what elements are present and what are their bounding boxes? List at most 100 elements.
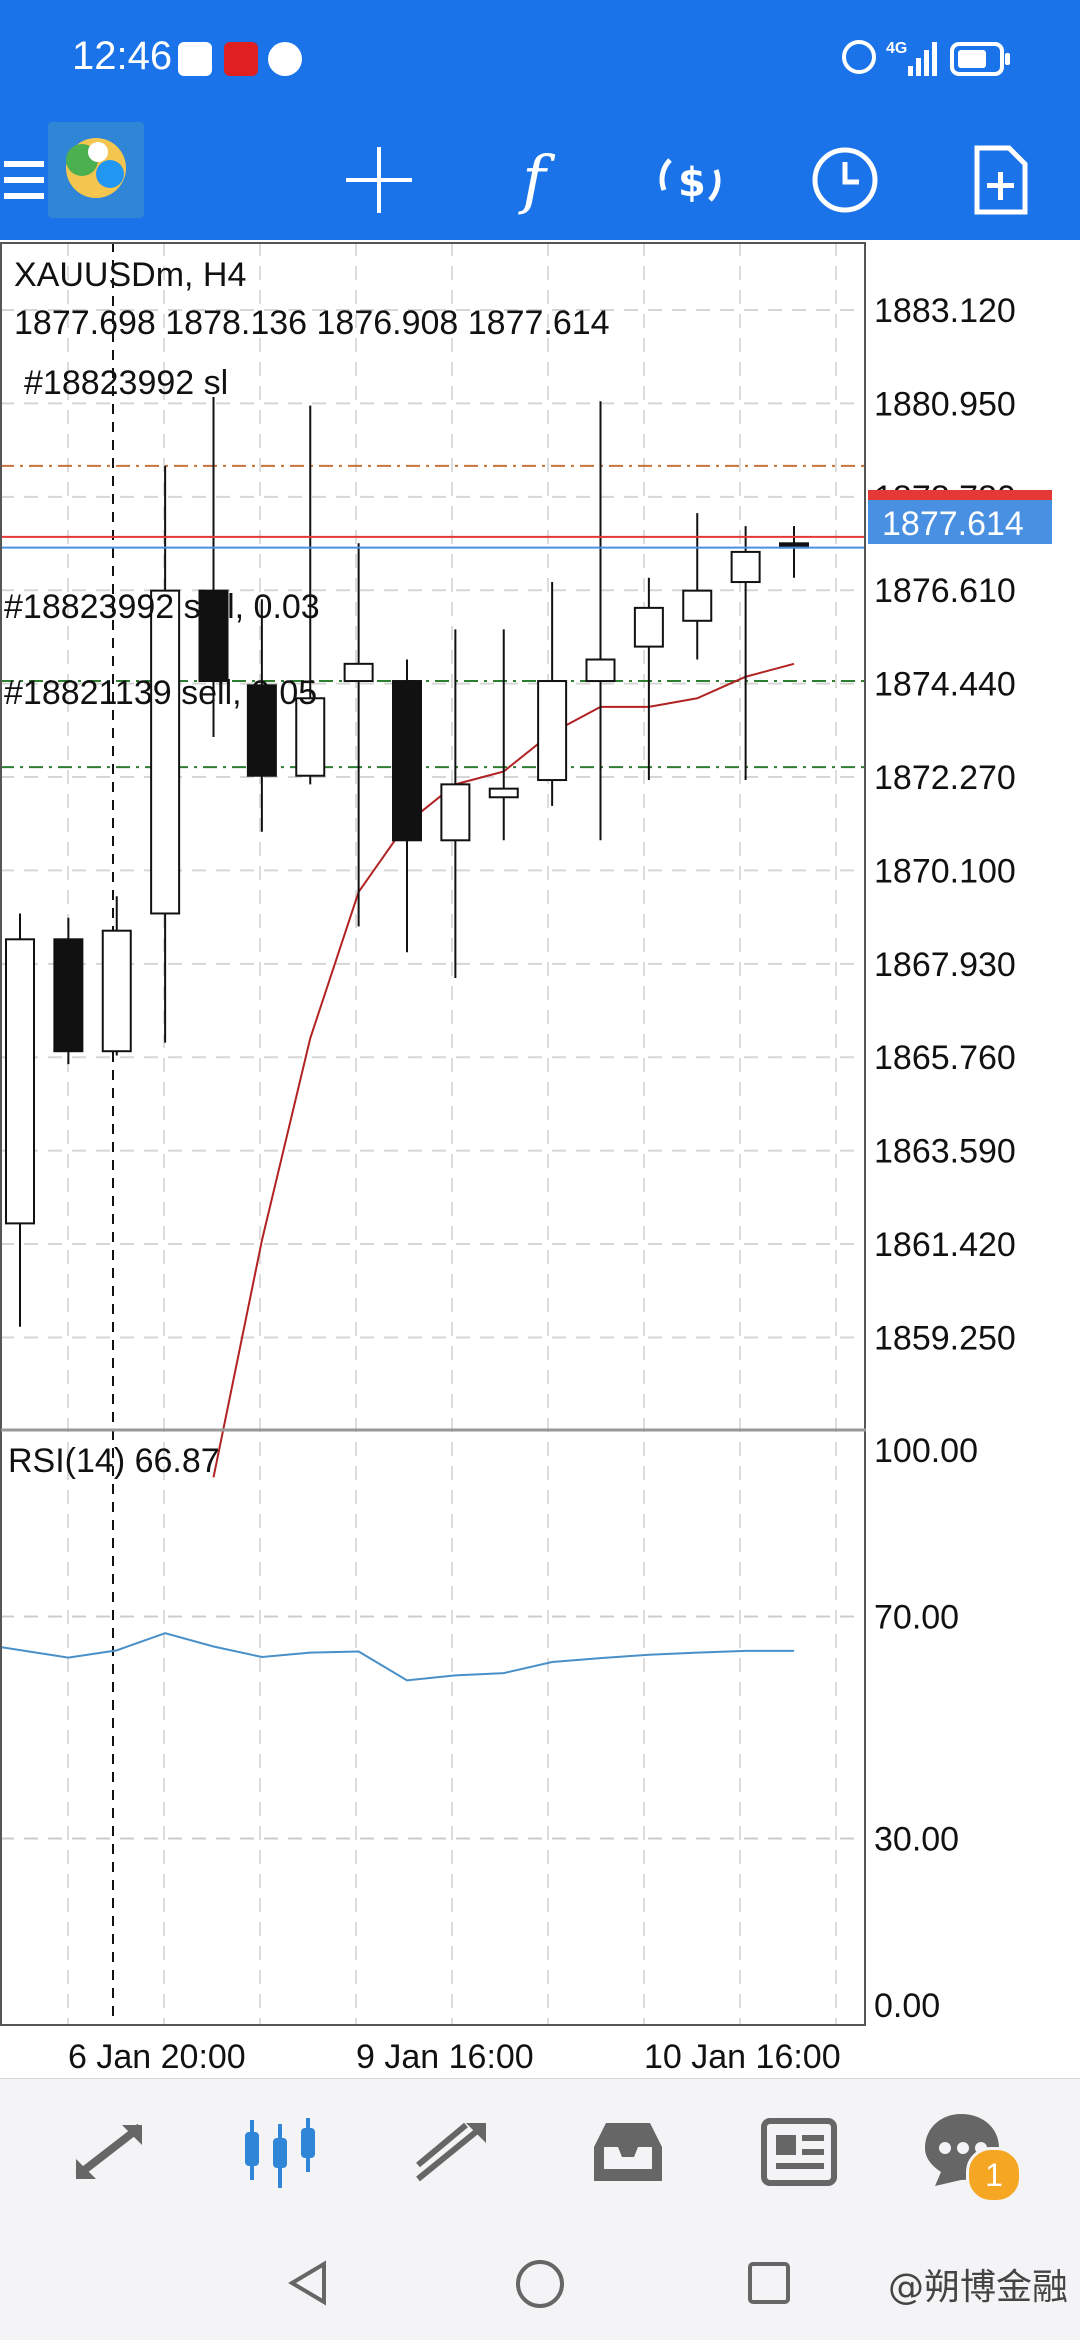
bull-candle-body bbox=[633, 606, 664, 648]
recents-button[interactable] bbox=[746, 2260, 792, 2306]
trade-button[interactable]: $ bbox=[648, 138, 732, 222]
trade-icon: $ bbox=[659, 158, 721, 206]
candle bbox=[101, 896, 132, 1056]
bull-candle-body bbox=[682, 589, 713, 622]
order-label-1: #18823992 sell, 0.03 bbox=[4, 588, 320, 626]
chart-tab[interactable] bbox=[232, 2107, 328, 2197]
rsi-tick-label: 0.00 bbox=[874, 1987, 940, 2025]
status-bar: 12:46 4G bbox=[0, 0, 1080, 120]
chart-toolbar: f $ bbox=[0, 120, 1080, 240]
news-tab[interactable] bbox=[752, 2107, 848, 2197]
rsi-tick-label: 70.00 bbox=[874, 1599, 959, 1637]
bull-candle-body bbox=[440, 783, 471, 842]
rsi-polyline bbox=[0, 1632, 794, 1682]
candle bbox=[150, 465, 181, 1043]
price-tick-label: 1863.590 bbox=[874, 1133, 1016, 1171]
bid-price-tag bbox=[868, 500, 1052, 544]
hamburger-icon bbox=[4, 161, 44, 199]
price-tick-label: 1865.760 bbox=[874, 1039, 1016, 1077]
messages-tab[interactable]: 1 bbox=[918, 2107, 1022, 2203]
candle bbox=[5, 913, 35, 1327]
time-tick-label: 10 Jan 16:00 bbox=[644, 2038, 841, 2076]
candle bbox=[633, 577, 664, 781]
chart-grid bbox=[0, 242, 866, 2025]
alarm-icon bbox=[842, 40, 876, 74]
ohlc-values: 1877.698 1878.136 1876.908 1877.614 bbox=[14, 304, 610, 342]
bull-candle-body bbox=[343, 662, 374, 683]
chart-canvas[interactable]: XAUUSDm, H4 1877.698 1878.136 1876.908 1… bbox=[0, 242, 1080, 2077]
bull-candle-body bbox=[150, 589, 181, 915]
time-tick-label: 6 Jan 20:00 bbox=[68, 2038, 246, 2076]
price-axis: 1883.1201880.9501878.7801876.6101874.440… bbox=[874, 292, 1016, 1357]
bottom-navigation: 1 bbox=[0, 2078, 1080, 2223]
chart-tab-icon bbox=[245, 2118, 315, 2188]
home-icon bbox=[516, 2260, 564, 2308]
svg-text:$: $ bbox=[678, 160, 706, 206]
news-tab-icon bbox=[761, 2118, 837, 2186]
message-app-icon bbox=[178, 42, 212, 76]
candle bbox=[440, 629, 471, 979]
quotes-tab-icon bbox=[75, 2123, 143, 2179]
metatrader-logo-icon bbox=[48, 122, 144, 218]
battery-icon bbox=[950, 42, 1010, 76]
bull-candle-body bbox=[585, 658, 616, 683]
order-label-sl: #18823992 sl bbox=[24, 364, 228, 402]
bear-candle-body bbox=[246, 684, 277, 777]
time-tick-label: 9 Jan 16:00 bbox=[356, 2038, 534, 2076]
messages-badge: 1 bbox=[966, 2147, 1022, 2203]
new-order-icon bbox=[974, 145, 1028, 215]
bull-candle-body bbox=[730, 550, 761, 584]
price-tick-label: 1870.100 bbox=[874, 852, 1016, 890]
trade-tab[interactable] bbox=[404, 2107, 500, 2197]
chart-area[interactable]: XAUUSDm, H4 1877.698 1878.136 1876.908 1… bbox=[0, 242, 1080, 2077]
candles bbox=[5, 396, 809, 1327]
candle bbox=[730, 526, 761, 781]
bull-candle-body bbox=[101, 929, 132, 1053]
rsi-tick-label: 30.00 bbox=[874, 1821, 959, 1859]
quotes-tab[interactable] bbox=[62, 2107, 158, 2197]
candle bbox=[343, 543, 374, 927]
bull-candle-body bbox=[295, 697, 326, 777]
history-tab[interactable] bbox=[580, 2107, 676, 2197]
system-navigation bbox=[0, 2222, 1080, 2340]
rsi-line bbox=[0, 1615, 866, 1840]
watermark-text: @朔博金融 bbox=[887, 2267, 1068, 2308]
time-axis: 6 Jan 20:00 9 Jan 16:00 10 Jan 16:00 bbox=[68, 2038, 841, 2076]
bid-price-label: 1877.614 bbox=[882, 505, 1024, 543]
candle bbox=[392, 659, 422, 953]
price-tick-label: 1867.930 bbox=[874, 946, 1016, 984]
trade-tab-icon bbox=[416, 2122, 486, 2182]
wechat-icon bbox=[268, 42, 302, 76]
recents-icon bbox=[748, 2262, 790, 2304]
rsi-axis: 100.00 70.00 30.00 0.00 bbox=[874, 1432, 978, 2025]
rsi-label: RSI(14) 66.87 bbox=[8, 1442, 220, 1480]
price-tick-label: 1872.270 bbox=[874, 759, 1016, 797]
menu-button[interactable] bbox=[0, 138, 56, 222]
status-time: 12:46 bbox=[72, 34, 173, 78]
back-icon bbox=[288, 2260, 326, 2306]
candle bbox=[537, 582, 568, 806]
indicators-icon: f bbox=[522, 143, 546, 217]
crosshair-icon bbox=[346, 147, 412, 213]
network-label: 4G bbox=[886, 40, 908, 57]
candle bbox=[246, 599, 277, 832]
rsi-tick-label: 100.00 bbox=[874, 1432, 978, 1470]
price-tick-label: 1874.440 bbox=[874, 666, 1016, 704]
bear-candle-body bbox=[53, 938, 84, 1053]
candle bbox=[488, 629, 519, 841]
timeframe-button[interactable] bbox=[803, 138, 887, 222]
back-button[interactable] bbox=[284, 2258, 334, 2308]
new-order-button[interactable] bbox=[959, 138, 1043, 222]
home-button[interactable] bbox=[514, 2258, 566, 2310]
candle bbox=[198, 396, 229, 737]
bull-candle-body bbox=[488, 787, 519, 799]
crosshair-button[interactable] bbox=[337, 138, 421, 222]
indicators-button[interactable]: f bbox=[492, 138, 576, 222]
candle bbox=[682, 513, 713, 660]
candle bbox=[53, 917, 84, 1065]
history-tab-icon bbox=[594, 2123, 662, 2181]
candle bbox=[295, 405, 326, 785]
video-app-icon bbox=[224, 42, 258, 76]
price-tick-label: 1859.250 bbox=[874, 1319, 1016, 1357]
candle bbox=[585, 401, 616, 841]
